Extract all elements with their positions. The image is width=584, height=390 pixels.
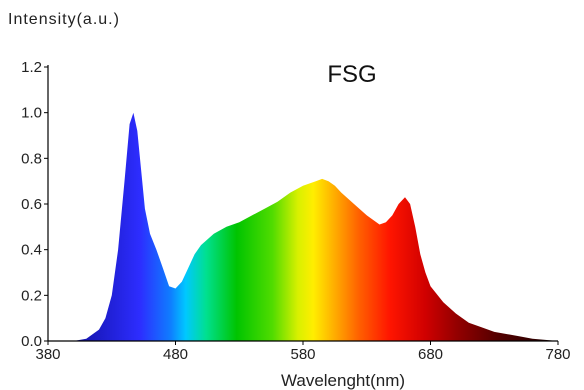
- x-tick-label: 680: [418, 346, 443, 363]
- y-tick-label: 0.6: [21, 196, 42, 213]
- x-tick-label: 480: [163, 346, 188, 363]
- spectrum-area: [48, 112, 558, 341]
- y-tick-label: 0.2: [21, 287, 42, 304]
- axes: 0.0 0.2 0.4 0.6 0.8 1.0 1.2 380 480 580 680 780: [21, 59, 570, 363]
- x-tick-label: 380: [35, 346, 60, 363]
- chart-title: FSG: [327, 61, 376, 88]
- x-tick-label: 780: [545, 346, 570, 363]
- y-tick-label: 0.4: [21, 242, 42, 259]
- x-axis-label: Wavelenght(nm): [281, 371, 405, 390]
- y-tick-label: 0.8: [21, 150, 42, 167]
- y-axis-label: Intensity(a.u.): [8, 11, 120, 28]
- plot-area: [48, 112, 558, 341]
- y-tick-label: 1.0: [21, 105, 42, 122]
- y-tick-label: 0.0: [21, 333, 42, 350]
- x-tick-label: 580: [290, 346, 315, 363]
- y-tick-label: 1.2: [21, 59, 42, 76]
